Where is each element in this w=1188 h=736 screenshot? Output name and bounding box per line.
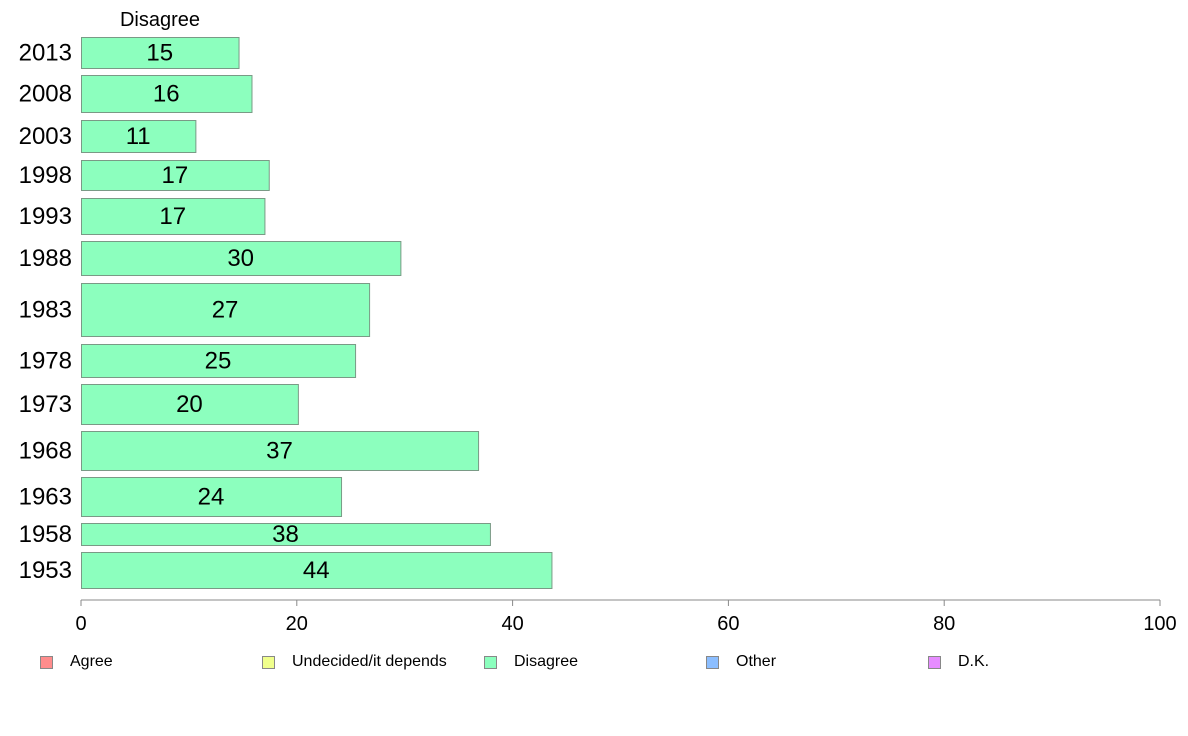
category-label: 1998 <box>19 162 72 189</box>
legend-label: Undecided/it depends <box>292 653 447 670</box>
category-label: 1973 <box>19 391 72 418</box>
bar-chart: Disagree 15 2013 16 2008 11 2003 17 1998 17 1993 3… <box>19 9 1177 635</box>
x-tick-label: 0 <box>75 613 86 635</box>
bar-2013 <box>81 37 240 69</box>
category-label: 1968 <box>19 438 72 465</box>
bar-2003 <box>81 120 197 153</box>
bar-value-label: 37 <box>266 438 293 465</box>
legend-swatch <box>928 655 941 669</box>
bar-value-label: 30 <box>227 245 254 272</box>
category-label: 2013 <box>19 40 72 67</box>
legend-item: Other <box>706 650 776 674</box>
legend-swatch <box>262 655 275 669</box>
bar-2008 <box>81 75 253 113</box>
legend-item: Agree <box>40 650 113 674</box>
bar-value-label: 24 <box>198 484 225 511</box>
x-tick-label: 60 <box>717 613 739 635</box>
legend-label: Disagree <box>514 653 579 670</box>
bar-value-label: 16 <box>153 81 180 108</box>
bar-1978 <box>81 344 357 378</box>
legend-label: Other <box>736 653 777 670</box>
category-label: 1963 <box>19 484 72 511</box>
x-tick-label: 20 <box>286 613 308 635</box>
legend-label: Agree <box>70 653 113 670</box>
bar-1968 <box>81 431 480 471</box>
bar-value-label: 25 <box>205 348 232 375</box>
bar-1998 <box>81 160 270 191</box>
legend-label: D.K. <box>958 653 990 670</box>
bar-1988 <box>81 241 402 276</box>
x-tick-label: 80 <box>933 613 955 635</box>
x-tick-label: 100 <box>1143 613 1176 635</box>
category-label: 1983 <box>19 297 72 324</box>
bar-value-label: 17 <box>162 162 189 189</box>
bar-1983 <box>81 283 371 337</box>
bar-value-label: 20 <box>176 391 203 418</box>
bar-value-label: 15 <box>146 40 173 67</box>
legend-swatch <box>40 655 53 669</box>
bar-value-label: 11 <box>126 123 151 150</box>
bar-1973 <box>81 384 299 425</box>
bar-value-label: 17 <box>159 203 186 230</box>
legend-item: D.K. <box>928 650 989 674</box>
category-label: 2003 <box>19 123 72 150</box>
legend-swatch <box>484 655 497 669</box>
bar-value-label: 44 <box>303 557 330 584</box>
x-axis: 0 20 40 60 80 100 <box>75 599 1177 635</box>
legend: Agree Undecided/it depends Disagree Other D.… <box>0 650 1188 674</box>
bar-value-label: 38 <box>272 521 299 548</box>
bars-layer: 15 2013 16 2008 11 2003 17 1998 17 1993 30 1988 27 19… <box>19 37 553 589</box>
x-tick-label: 40 <box>501 613 523 635</box>
bar-value-label: 27 <box>212 297 239 324</box>
category-label: 2008 <box>19 81 72 108</box>
category-label: 1988 <box>19 245 72 272</box>
bar-1993 <box>81 198 266 235</box>
legend-swatch <box>706 655 719 669</box>
legend-item: Disagree <box>484 650 578 674</box>
category-label: 1993 <box>19 203 72 230</box>
category-label: 1958 <box>19 521 72 548</box>
bar-1953 <box>81 552 553 589</box>
legend-item: Undecided/it depends <box>262 650 447 674</box>
bar-1958 <box>81 523 491 546</box>
series-header: Disagree <box>120 9 200 31</box>
category-label: 1978 <box>19 348 72 375</box>
category-label: 1953 <box>19 557 72 584</box>
bar-1963 <box>81 477 343 517</box>
